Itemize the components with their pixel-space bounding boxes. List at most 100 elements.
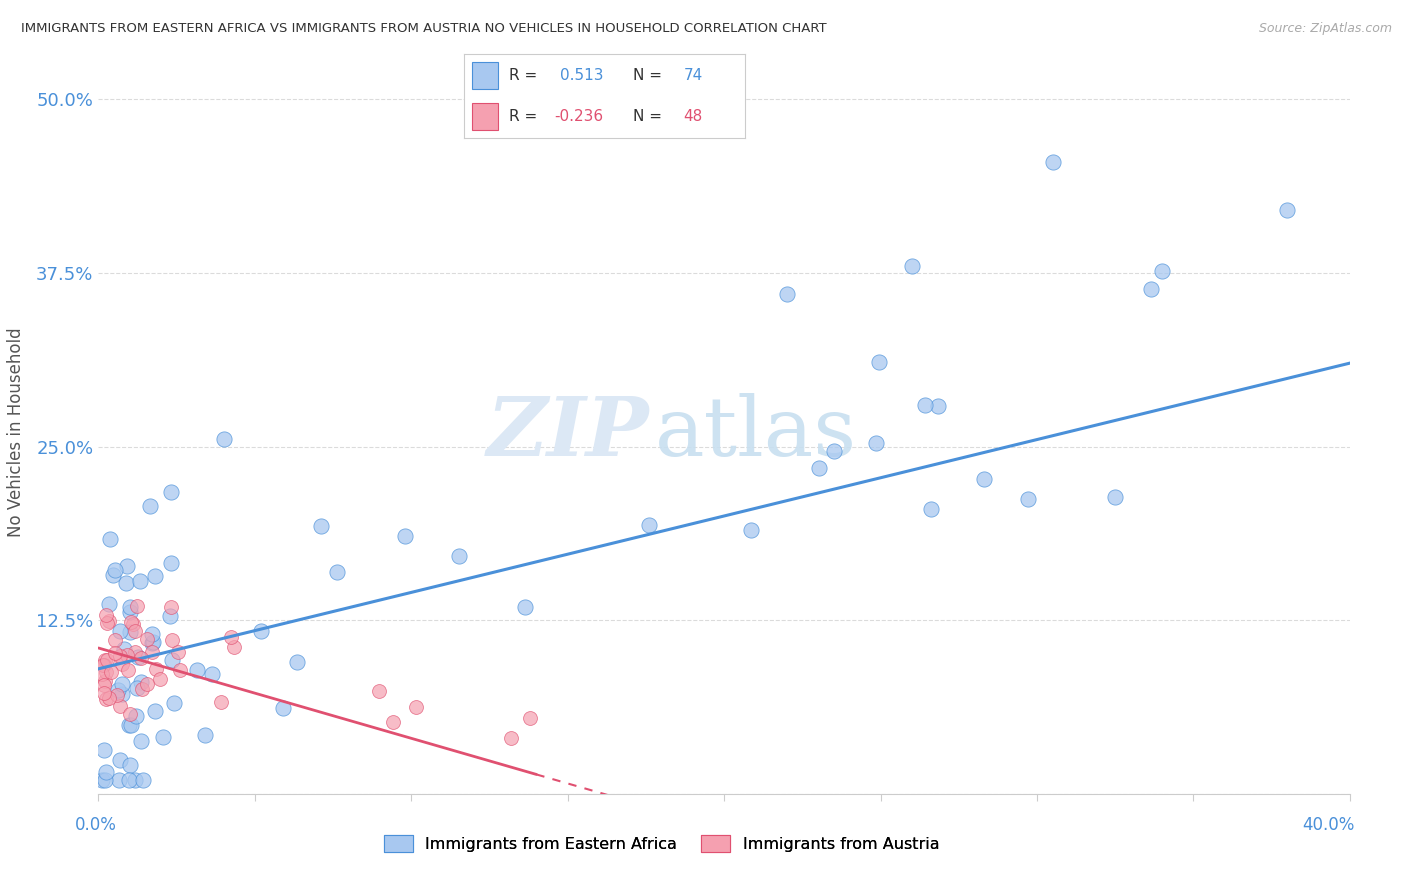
- Point: [124, 772, 146, 787]
- Point: [110, 753, 132, 767]
- Point: [1017, 492, 1039, 507]
- Point: [124, 624, 146, 638]
- Point: [118, 718, 141, 732]
- Point: [104, 633, 127, 648]
- Point: [94, 665, 117, 679]
- Point: [132, 772, 155, 787]
- Point: [201, 666, 224, 681]
- Point: [129, 650, 152, 665]
- Point: [111, 677, 134, 691]
- Point: [98, 615, 121, 629]
- Point: [97, 691, 120, 706]
- Point: [776, 286, 799, 301]
- Point: [740, 523, 762, 537]
- Point: [166, 644, 188, 658]
- Point: [326, 566, 349, 580]
- Point: [120, 615, 142, 629]
- Text: R =: R =: [509, 109, 543, 124]
- Point: [394, 529, 416, 543]
- Point: [143, 569, 166, 583]
- Point: [1140, 282, 1163, 296]
- Point: [186, 663, 208, 677]
- Legend: Immigrants from Eastern Africa, Immigrants from Austria: Immigrants from Eastern Africa, Immigran…: [377, 829, 946, 858]
- Point: [93, 677, 115, 691]
- Point: [1104, 490, 1126, 504]
- Point: [139, 500, 162, 514]
- Point: [285, 655, 308, 669]
- Point: [823, 444, 845, 458]
- Point: [141, 645, 163, 659]
- Point: [214, 433, 236, 447]
- Point: [169, 664, 191, 678]
- Point: [117, 772, 139, 787]
- Point: [117, 663, 139, 677]
- Point: [98, 532, 121, 546]
- Point: [152, 730, 174, 744]
- Text: R =: R =: [509, 68, 543, 83]
- Point: [136, 632, 159, 647]
- Point: [120, 758, 142, 772]
- Point: [129, 675, 152, 690]
- Point: [224, 640, 246, 655]
- Point: [98, 598, 121, 612]
- Point: [273, 700, 295, 714]
- Point: [90, 772, 112, 787]
- Text: ZIP: ZIP: [486, 392, 650, 473]
- Point: [914, 398, 936, 412]
- Point: [105, 688, 128, 702]
- Point: [115, 648, 138, 662]
- Point: [104, 563, 127, 577]
- Text: 0.0%: 0.0%: [75, 816, 117, 834]
- Text: N =: N =: [633, 109, 666, 124]
- Point: [96, 615, 118, 630]
- Point: [808, 461, 831, 475]
- Text: Source: ZipAtlas.com: Source: ZipAtlas.com: [1258, 22, 1392, 36]
- Point: [159, 608, 181, 623]
- Point: [194, 728, 217, 742]
- Point: [108, 699, 131, 714]
- Text: N =: N =: [633, 68, 666, 83]
- Point: [115, 558, 138, 573]
- Point: [111, 657, 134, 671]
- Point: [94, 764, 117, 779]
- Point: [865, 435, 887, 450]
- Point: [104, 646, 127, 660]
- Point: [127, 599, 149, 614]
- Point: [135, 677, 157, 691]
- Bar: [472, 62, 498, 89]
- Point: [519, 711, 541, 725]
- Point: [100, 665, 122, 679]
- Point: [120, 718, 142, 732]
- Point: [209, 695, 232, 709]
- Text: 48: 48: [683, 109, 703, 124]
- Point: [160, 484, 183, 499]
- Point: [638, 518, 661, 533]
- Point: [129, 734, 152, 748]
- Point: [131, 681, 153, 696]
- Point: [124, 709, 146, 723]
- Point: [125, 681, 148, 696]
- Point: [93, 653, 115, 667]
- Point: [900, 259, 922, 273]
- Point: [149, 672, 172, 686]
- Point: [920, 501, 942, 516]
- Point: [112, 641, 135, 656]
- Bar: [472, 103, 498, 130]
- Point: [96, 653, 118, 667]
- Point: [91, 657, 114, 672]
- Point: [160, 632, 183, 647]
- Point: [94, 772, 117, 787]
- Point: [163, 696, 186, 710]
- Text: IMMIGRANTS FROM EASTERN AFRICA VS IMMIGRANTS FROM AUSTRIA NO VEHICLES IN HOUSEHO: IMMIGRANTS FROM EASTERN AFRICA VS IMMIGR…: [21, 22, 827, 36]
- Point: [93, 743, 115, 757]
- Text: 0.513: 0.513: [560, 68, 603, 83]
- Point: [115, 575, 138, 590]
- Point: [90, 666, 112, 681]
- Point: [93, 658, 115, 673]
- Point: [159, 557, 181, 571]
- Point: [108, 772, 131, 787]
- Point: [927, 400, 949, 414]
- Point: [141, 627, 163, 641]
- Text: 40.0%: 40.0%: [1302, 816, 1355, 834]
- Point: [1042, 154, 1064, 169]
